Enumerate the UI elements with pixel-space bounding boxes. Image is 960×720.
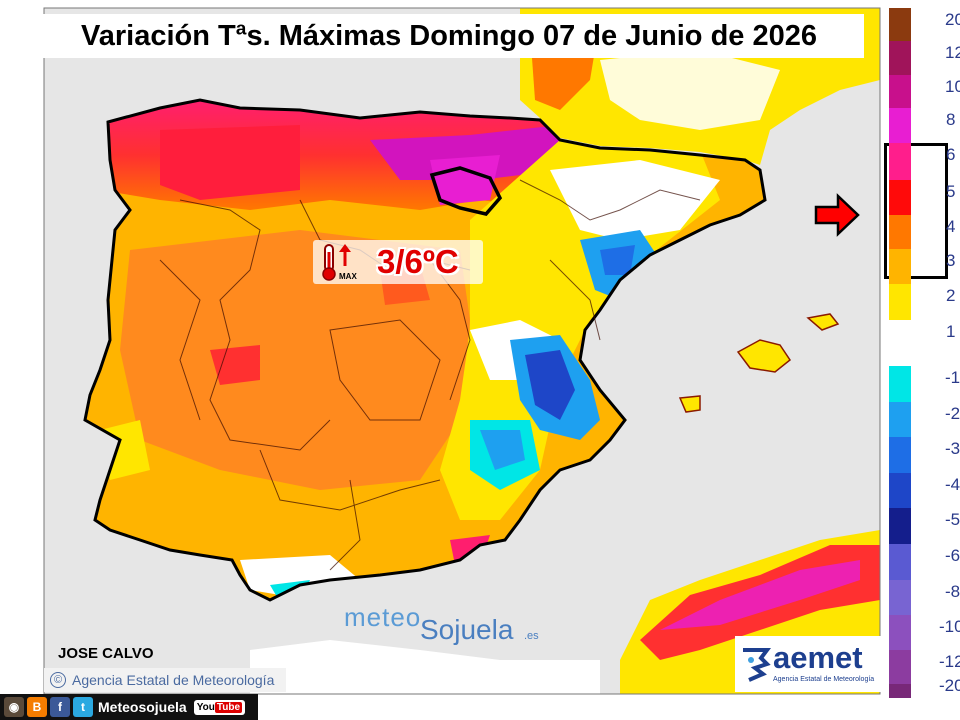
color-legend: 20 12 10 8 6 5 4 3 2 1 -1 -2 -3 -4 -5 -6 -8 -10 -12 -20 xyxy=(889,8,960,698)
legend-label: -6 xyxy=(945,546,960,565)
legend-label: 20 xyxy=(945,10,960,29)
legend-highlight-box xyxy=(884,143,948,279)
blogger-icon[interactable]: B xyxy=(27,697,47,717)
legend-label: 5 xyxy=(946,182,956,201)
aemet-logo: aemet Agencia Estatal de Meteorología xyxy=(735,636,881,692)
youtube-text: You xyxy=(196,701,215,713)
legend-swatch xyxy=(889,180,911,215)
watermark-meteo: meteo xyxy=(344,602,422,632)
legend-label: -2 xyxy=(945,404,960,423)
legend-label: 6 xyxy=(946,145,956,164)
legend-swatch xyxy=(889,544,911,581)
legend-swatch xyxy=(889,284,911,321)
legend-swatch xyxy=(889,402,911,438)
agency-credit-strip: © Agencia Estatal de Meteorología xyxy=(44,668,286,692)
legend-label: -20 xyxy=(939,676,960,695)
aemet-symbol-icon xyxy=(741,646,771,682)
title-banner: Variación Tªs. Máximas Domingo 07 de Jun… xyxy=(34,14,864,58)
callout-value: 3/6ºC xyxy=(377,243,459,280)
legend-label: -1 xyxy=(945,368,960,387)
arrow-right-icon xyxy=(814,193,860,237)
legend-label: 10 xyxy=(945,77,960,96)
social-handle[interactable]: Meteosojuela xyxy=(98,699,187,715)
legend-label: 1 xyxy=(946,322,956,341)
legend-swatch xyxy=(889,437,911,473)
legend-swatch xyxy=(889,8,911,42)
agency-credit-text: Agencia Estatal de Meteorología xyxy=(72,672,275,688)
youtube-icon[interactable]: You Tube xyxy=(193,699,246,715)
legend-label: -10 xyxy=(939,617,960,636)
legend-swatch xyxy=(889,143,911,181)
legend-swatch xyxy=(889,650,911,685)
temperature-callout: MAX 3/6ºC xyxy=(313,240,483,284)
aemet-name: aemet xyxy=(773,640,863,675)
legend-label: 4 xyxy=(946,217,956,236)
social-bar: ◉ B f t Meteosojuela You Tube xyxy=(0,694,258,720)
legend-label: -4 xyxy=(945,475,960,494)
watermark-sojuela: Sojuela xyxy=(420,614,514,645)
la-rioja-outline xyxy=(429,166,503,216)
meteosojuela-watermark: meteo Sojuela .es xyxy=(344,600,544,645)
legend-swatch xyxy=(889,684,911,698)
aemet-subtitle: Agencia Estatal de Meteorología xyxy=(773,676,875,683)
twitter-icon[interactable]: t xyxy=(73,697,93,717)
author-credit: JOSE CALVO xyxy=(58,645,154,662)
legend-swatch xyxy=(889,580,911,616)
legend-label: 12 xyxy=(945,43,960,62)
legend-swatch xyxy=(889,473,911,509)
youtube-tube-text: Tube xyxy=(214,701,243,713)
callout-background xyxy=(313,240,483,284)
mallorca xyxy=(736,339,792,373)
instagram-icon[interactable]: ◉ xyxy=(4,697,24,717)
watermark-suffix: .es xyxy=(524,630,539,642)
legend-label: -5 xyxy=(945,510,960,529)
legend-label: 2 xyxy=(946,286,956,305)
legend-label: 8 xyxy=(946,110,956,129)
legend-swatch xyxy=(889,320,911,356)
legend-swatch xyxy=(889,41,911,75)
facebook-icon[interactable]: f xyxy=(50,697,70,717)
legend-label: -3 xyxy=(945,439,960,458)
legend-swatch xyxy=(889,366,911,402)
legend-swatch xyxy=(889,75,911,109)
legend-swatch xyxy=(889,508,911,545)
legend-swatch xyxy=(889,615,911,651)
legend-label: -12 xyxy=(939,652,960,671)
ibiza xyxy=(678,395,701,413)
legend-swatch xyxy=(889,108,911,144)
map-title: Variación Tªs. Máximas Domingo 07 de Jun… xyxy=(81,19,817,52)
thermometer-max-icon: MAX xyxy=(322,244,357,281)
legend-label: -8 xyxy=(945,582,960,601)
max-label: MAX xyxy=(339,272,357,281)
legend-swatch xyxy=(889,249,911,285)
copyright-icon: © xyxy=(50,672,66,688)
menorca xyxy=(806,313,840,331)
legend-label: 3 xyxy=(946,251,956,270)
legend-swatch xyxy=(889,215,911,250)
